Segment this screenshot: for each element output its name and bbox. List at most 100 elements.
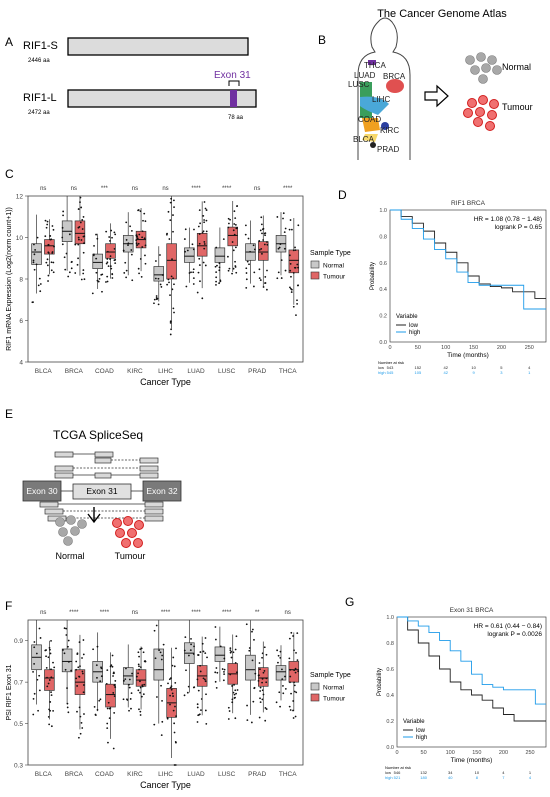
panel-label-f: F	[5, 599, 12, 613]
normal-legend-swatch	[310, 682, 320, 691]
data-point	[70, 267, 73, 270]
organ-label-thca: THCA	[364, 61, 386, 70]
legend-label-normal: Normal	[323, 685, 345, 692]
data-point	[48, 679, 51, 681]
data-point	[234, 265, 237, 267]
data-point	[292, 700, 295, 702]
risk-value: 7	[502, 775, 505, 780]
data-point	[142, 219, 144, 222]
data-point	[296, 632, 299, 635]
km-title: RIF1 BRCA	[451, 200, 486, 207]
data-point	[203, 219, 205, 221]
data-point	[113, 712, 116, 714]
normal-box	[31, 243, 42, 265]
data-point	[80, 278, 83, 281]
data-point	[288, 657, 291, 660]
data-point	[122, 249, 125, 252]
data-point	[125, 276, 128, 279]
data-point	[244, 224, 247, 227]
data-point	[202, 677, 205, 680]
data-point	[46, 258, 49, 261]
data-point	[199, 280, 201, 283]
data-point	[245, 623, 248, 626]
y-axis-label: PSI RIF1 Exon 31	[6, 664, 13, 720]
data-point	[129, 225, 132, 228]
x-tick-label: BLCA	[35, 368, 53, 375]
data-point	[289, 709, 292, 711]
data-point	[284, 269, 287, 272]
data-point	[159, 651, 162, 654]
data-point	[123, 679, 125, 682]
data-point	[83, 278, 86, 281]
data-point	[169, 201, 172, 204]
panel-label-b: B	[318, 33, 326, 47]
data-point	[294, 249, 297, 252]
data-point	[129, 698, 132, 700]
data-point	[36, 678, 39, 681]
panel-b: The Cancer Genome Atlas THCA LUAD BRCA L…	[348, 8, 533, 160]
data-point	[32, 697, 35, 700]
data-point	[139, 686, 142, 689]
data-point	[277, 661, 279, 664]
data-point	[113, 672, 115, 675]
data-point	[155, 624, 158, 627]
panel-label-e: E	[5, 407, 13, 421]
significance-label: ****	[222, 610, 232, 616]
data-point	[109, 255, 112, 258]
data-point	[296, 659, 299, 662]
risk-table-header: Number at risk	[378, 360, 404, 365]
data-point	[215, 686, 218, 689]
data-point	[293, 690, 296, 693]
data-point	[61, 236, 64, 239]
data-point	[264, 719, 267, 722]
data-point	[253, 638, 255, 641]
data-point	[111, 273, 114, 275]
risk-value: 1	[528, 370, 531, 375]
data-point	[192, 268, 195, 271]
data-point	[173, 199, 175, 202]
data-point	[203, 243, 206, 245]
data-point	[214, 680, 217, 683]
data-point	[191, 243, 194, 246]
data-point	[234, 260, 236, 263]
data-point	[173, 722, 176, 725]
data-point	[277, 654, 280, 657]
data-point	[173, 311, 175, 314]
data-point	[38, 689, 41, 692]
kirc-organ	[381, 122, 389, 130]
rif1-l-length: 2472 aa	[28, 110, 50, 116]
data-point	[289, 675, 292, 678]
data-point	[83, 713, 85, 715]
data-point	[153, 629, 156, 632]
significance-label: ns	[71, 186, 77, 192]
data-point	[130, 249, 133, 251]
x-axis-label: Time (months)	[451, 757, 493, 764]
data-point	[290, 275, 292, 278]
data-point	[282, 217, 284, 220]
organ-label-brca: BRCA	[383, 72, 406, 81]
x-axis-label: Time (months)	[447, 352, 489, 359]
data-point	[64, 668, 67, 671]
data-point	[227, 269, 230, 272]
data-point	[198, 209, 201, 212]
data-point	[259, 279, 262, 281]
data-point	[169, 694, 171, 697]
data-point	[112, 675, 114, 677]
data-point	[276, 649, 279, 652]
data-point	[215, 667, 218, 669]
normal-box	[214, 646, 226, 662]
data-point	[215, 280, 217, 283]
x-tick-label: 200	[499, 750, 508, 756]
data-point	[246, 260, 249, 263]
normal-box	[275, 665, 287, 681]
data-point	[228, 222, 230, 225]
data-point	[161, 654, 164, 657]
data-point	[218, 282, 220, 285]
data-point	[290, 288, 293, 291]
tumour-box	[196, 233, 208, 257]
data-point	[230, 656, 233, 659]
data-point	[183, 694, 186, 697]
data-point	[261, 232, 263, 235]
data-point	[138, 233, 141, 236]
data-point	[32, 259, 35, 262]
